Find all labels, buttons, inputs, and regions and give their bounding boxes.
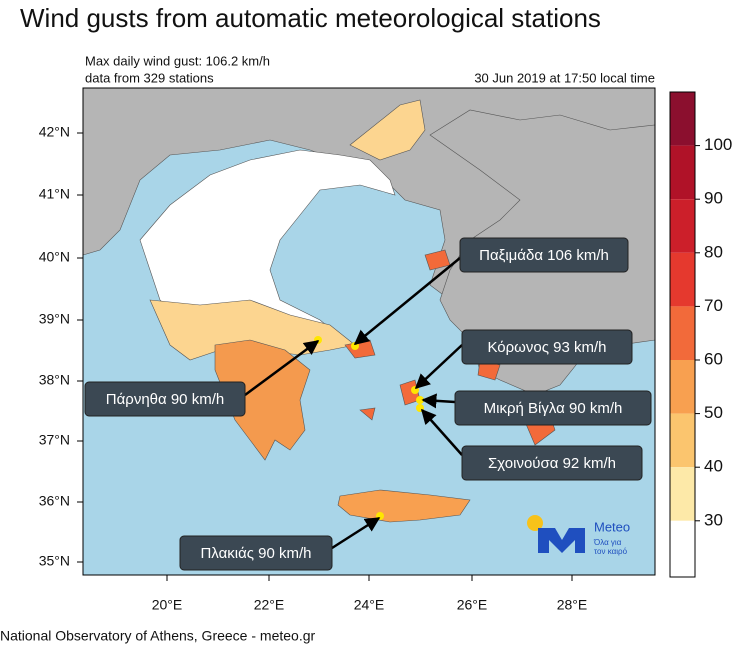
callout-label: Πάρνηθα 90 km/h bbox=[106, 391, 224, 408]
callout-arrow bbox=[421, 408, 463, 456]
colorbar-segment bbox=[670, 306, 695, 360]
lat-label: 38°N bbox=[39, 372, 70, 388]
callout-arrow bbox=[331, 516, 381, 550]
station bbox=[416, 396, 424, 404]
callout-arrow bbox=[353, 257, 461, 345]
callout-label: Παξιμάδα 106 km/h bbox=[479, 247, 609, 264]
callout-box bbox=[84, 381, 246, 417]
lat-label: 36°N bbox=[39, 493, 70, 509]
colorbar-segment bbox=[670, 413, 695, 468]
colorbar-segment bbox=[670, 360, 695, 414]
lat-label: 40°N bbox=[39, 249, 70, 265]
callout-box bbox=[454, 390, 652, 426]
lat-label: 35°N bbox=[39, 553, 70, 569]
logo-tagline: Όλα για bbox=[593, 538, 622, 547]
info-max: Max daily wind gust: 106.2 km/h bbox=[85, 53, 270, 68]
title: Wind gusts from automatic meteorological… bbox=[20, 3, 601, 33]
colorbar-label: 100 bbox=[704, 135, 732, 154]
callout-label: Μικρή Βίγλα 90 km/h bbox=[484, 400, 623, 417]
colorbar-segment bbox=[670, 520, 695, 577]
colorbar-segment bbox=[670, 145, 695, 200]
callout-box bbox=[179, 535, 333, 571]
colorbar-label: 70 bbox=[704, 296, 723, 315]
lon-label: 26°E bbox=[457, 597, 488, 613]
logo: Meteo Όλα για τον καιρό bbox=[527, 515, 630, 556]
logo-mark bbox=[538, 528, 585, 553]
lon-label: 20°E bbox=[152, 597, 183, 613]
callout-label: Σχοινούσα 92 km/h bbox=[488, 455, 616, 472]
lon-label: 28°E bbox=[557, 597, 588, 613]
info-timestamp: 30 Jun 2019 at 17:50 local time bbox=[474, 70, 655, 85]
colorbar-label: 30 bbox=[704, 510, 723, 529]
lat-label: 37°N bbox=[39, 432, 70, 448]
lat-label: 39°N bbox=[39, 311, 70, 327]
callout-box bbox=[459, 237, 629, 273]
callout-label: Πλακιάς 90 km/h bbox=[200, 545, 311, 562]
callout-arrow bbox=[414, 344, 463, 390]
colorbar-segment bbox=[670, 92, 695, 146]
colorbar-label: 60 bbox=[704, 349, 723, 368]
lon-label: 22°E bbox=[254, 597, 285, 613]
info-stations: data from 329 stations bbox=[85, 70, 214, 85]
land-thrace bbox=[349, 99, 426, 161]
lat-label: 41°N bbox=[39, 186, 70, 202]
land-crete bbox=[337, 489, 471, 523]
logo-sun bbox=[527, 515, 543, 531]
callout-arrow bbox=[421, 393, 456, 409]
colorbar-label: 40 bbox=[704, 457, 723, 476]
footer: National Observatory of Athens, Greece -… bbox=[0, 628, 315, 644]
callout-box bbox=[461, 329, 633, 365]
colorbar-segment bbox=[670, 252, 695, 307]
logo-tagline: τον καιρό bbox=[594, 547, 628, 556]
colorbar-label: 90 bbox=[704, 189, 723, 208]
callout-arrow bbox=[244, 339, 320, 397]
callout-label: Κόρωνος 93 km/h bbox=[487, 339, 606, 356]
logo-name: Meteo bbox=[594, 519, 630, 534]
colorbar-segment bbox=[670, 467, 695, 521]
annotations: 42°N 41°N 40°N 39°N 38°N 37°N 36°N 35°N 20°E 22°E… bbox=[39, 91, 732, 613]
colorbar-label: 80 bbox=[704, 242, 723, 261]
colorbar-frame bbox=[669, 91, 696, 578]
colorbar-label: 50 bbox=[704, 403, 723, 422]
callout-box bbox=[461, 445, 643, 481]
lon-label: 24°E bbox=[354, 597, 385, 613]
colorbar-segment bbox=[670, 199, 695, 253]
lat-label: 42°N bbox=[39, 124, 70, 140]
